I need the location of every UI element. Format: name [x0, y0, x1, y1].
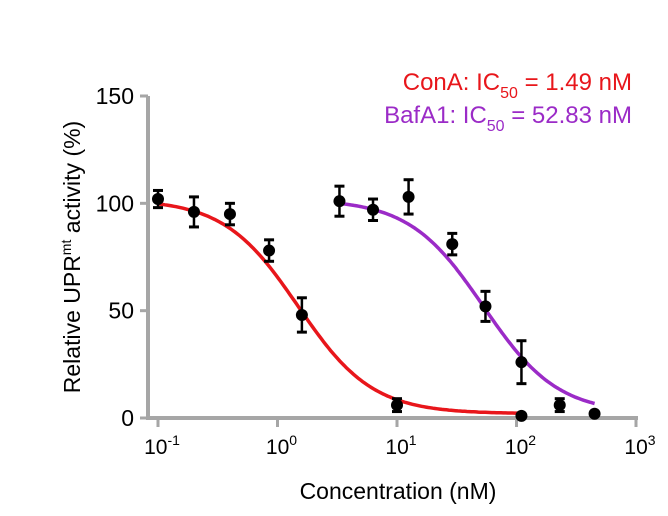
axes: 0 50 100 150 10-1 100 101 102 103: [96, 83, 656, 459]
y-tick-label: 50: [108, 298, 134, 324]
fit-curve-cona: [157, 202, 522, 415]
legend-entry-cona: ConA: IC50 = 1.49 nM: [403, 69, 632, 102]
data-point-cona: [152, 193, 164, 206]
y-tick-label: 150: [96, 83, 134, 109]
fit-curve-bafa1: [339, 201, 596, 406]
data-point-cona: [263, 244, 276, 257]
data-points: [152, 178, 601, 422]
y-tick-label: 100: [96, 190, 134, 216]
y-ticks: 0 50 100 150: [96, 83, 148, 431]
data-point-bafa1: [446, 238, 459, 251]
x-ticks: 10-1 100 101 102 103: [144, 418, 656, 459]
x-tick-label: 102: [505, 432, 536, 459]
data-point-bafa1: [479, 300, 492, 313]
legend-entry-bafa1: BafA1: IC50 = 52.83 nM: [384, 102, 632, 135]
data-point-cona: [515, 409, 528, 422]
x-tick-label: 100: [266, 432, 297, 459]
data-point-bafa1: [588, 407, 601, 420]
data-point-bafa1: [553, 399, 566, 412]
x-tick-label: 103: [624, 432, 655, 459]
x-axis-title: Concentration (nM): [300, 478, 497, 504]
fit-curves: [157, 201, 596, 415]
y-tick-label: 0: [121, 405, 134, 431]
data-point-bafa1: [402, 190, 415, 203]
data-point-cona: [391, 399, 403, 412]
data-point-cona: [187, 205, 200, 218]
x-tick-label: 101: [385, 432, 416, 459]
data-point-bafa1: [367, 203, 380, 216]
data-point-cona: [223, 208, 236, 221]
data-point-bafa1: [333, 195, 346, 208]
data-point-bafa1: [515, 356, 528, 369]
y-axis-title: Relative UPRmt activity (%): [58, 121, 85, 393]
data-point-cona: [295, 308, 308, 321]
x-tick-label: 10-1: [144, 432, 180, 459]
